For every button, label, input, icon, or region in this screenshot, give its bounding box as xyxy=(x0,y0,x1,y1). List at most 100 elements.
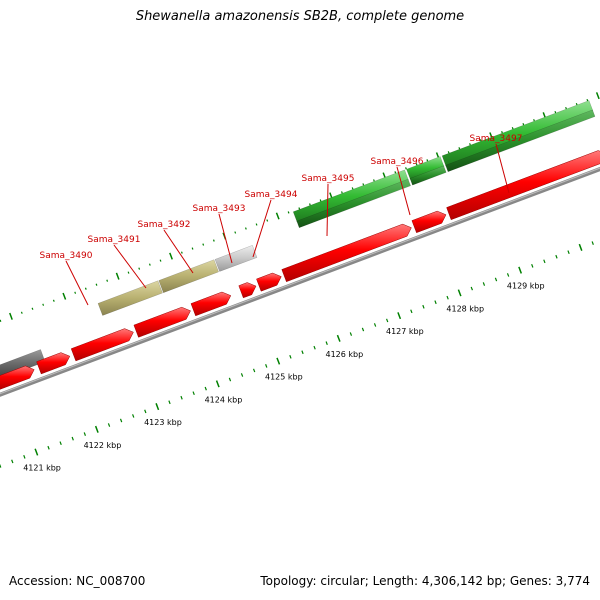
ruler-minor-tick xyxy=(385,318,389,323)
green-feature-bar xyxy=(296,178,411,229)
feature-track xyxy=(0,100,596,379)
ruler-minor-tick xyxy=(228,377,232,382)
gene-leader-line xyxy=(65,260,89,306)
ruler-minor-tick xyxy=(313,345,316,350)
ring-minor-tick xyxy=(159,259,162,262)
ruler-minor-tick xyxy=(482,282,486,286)
ring-minor-tick xyxy=(148,263,151,266)
ruler-major-tick xyxy=(457,289,462,297)
ruler-minor-tick xyxy=(59,441,62,446)
ring-major-tick xyxy=(9,312,13,320)
ring-minor-tick xyxy=(533,119,535,122)
ring-minor-tick xyxy=(42,303,45,306)
ruler-major-tick xyxy=(34,448,39,456)
ruler-minor-tick xyxy=(555,254,558,259)
ring-minor-tick xyxy=(469,143,471,146)
cds-arrow xyxy=(411,210,447,234)
gene-leader-line xyxy=(113,244,147,289)
ring-major-tick xyxy=(595,92,600,100)
ruler-major-tick xyxy=(397,312,402,320)
ring-minor-tick xyxy=(554,110,557,114)
scale-label: 4127 kbp xyxy=(386,327,424,336)
ring-minor-tick xyxy=(212,239,215,242)
cds-arrow xyxy=(446,150,600,221)
gene-label: Sama_3493 xyxy=(193,204,246,214)
ring-major-tick xyxy=(115,272,120,280)
ruler-minor-tick xyxy=(531,263,534,268)
ruler-minor-tick xyxy=(23,455,26,459)
cds-arrow xyxy=(238,282,257,299)
ruler-minor-tick xyxy=(240,373,244,377)
ring-major-tick xyxy=(62,292,67,300)
gene-leader-line xyxy=(326,183,329,237)
green-feature-bar xyxy=(441,100,594,167)
ring-minor-tick xyxy=(84,287,87,290)
scale-label: 4124 kbp xyxy=(205,395,243,404)
gene-label: Sama_3491 xyxy=(88,235,141,245)
olive-feature-bar xyxy=(158,259,219,294)
ruler-minor-tick xyxy=(349,332,353,336)
ring-minor-tick xyxy=(106,279,109,282)
ruler-minor-tick xyxy=(71,436,74,441)
ring-minor-tick xyxy=(319,199,322,202)
ruler-major-tick xyxy=(276,357,281,365)
ruler-minor-tick xyxy=(168,400,171,405)
ring-major-tick xyxy=(275,212,280,220)
ring-minor-tick xyxy=(202,243,205,246)
ring-minor-tick xyxy=(362,183,365,186)
gene-label: Sama_3495 xyxy=(302,174,355,184)
ruler-major-tick xyxy=(94,425,99,433)
ring-minor-tick xyxy=(52,299,55,302)
ring-minor-tick xyxy=(31,307,34,310)
ring-minor-tick xyxy=(575,102,578,106)
ruler-minor-tick xyxy=(434,300,437,305)
ruler-minor-tick xyxy=(252,368,256,373)
ruler-minor-tick xyxy=(410,309,413,314)
ruler-minor-tick xyxy=(506,273,510,277)
ring-minor-tick xyxy=(405,167,407,170)
backbone-highlight xyxy=(0,167,600,395)
ruler-minor-tick xyxy=(567,250,570,255)
ring-minor-tick xyxy=(309,203,311,206)
ring-minor-tick xyxy=(351,187,354,190)
cds-arrow xyxy=(190,291,232,317)
ring-minor-tick xyxy=(127,271,130,274)
ruler-major-tick xyxy=(336,334,341,342)
scale-label: 4121 kbp xyxy=(23,464,61,473)
ring-minor-tick xyxy=(74,291,77,294)
ring-minor-tick xyxy=(373,179,375,182)
gene-leader-line xyxy=(163,229,194,274)
scale-ruler: 4121 kbp 4122 kbp 4123 kbp 4124 kbp 4125 kbp… xyxy=(0,241,594,473)
outer-tick-ring xyxy=(0,92,600,322)
gene-leader-line xyxy=(218,213,233,264)
gene-label: Sama_3492 xyxy=(138,220,191,230)
cds-arrow xyxy=(133,306,191,338)
ring-minor-tick xyxy=(479,139,482,142)
cds-track xyxy=(0,150,600,390)
gene-label: Sama_3497 xyxy=(470,134,523,144)
ruler-minor-tick xyxy=(204,386,207,391)
ring-minor-tick xyxy=(426,159,429,162)
ring-minor-tick xyxy=(0,319,2,322)
gene-label: Sama_3496 xyxy=(371,157,424,167)
ruler-minor-tick xyxy=(301,350,304,355)
ruler-major-tick xyxy=(518,266,523,274)
ruler-minor-tick xyxy=(192,391,195,396)
ring-minor-tick xyxy=(394,171,397,174)
cds-arrow xyxy=(256,272,282,292)
cds-arrow xyxy=(0,365,35,390)
ruler-minor-tick xyxy=(132,414,135,418)
ring-minor-tick xyxy=(341,191,343,194)
ring-minor-tick xyxy=(255,223,258,226)
ring-minor-tick xyxy=(522,123,525,126)
ring-minor-tick xyxy=(234,231,237,234)
scale-label: 4122 kbp xyxy=(84,441,122,450)
ruler-minor-tick xyxy=(83,432,87,436)
ring-minor-tick xyxy=(458,147,461,150)
cds-arrow xyxy=(281,223,412,283)
ring-minor-tick xyxy=(565,106,567,110)
ruler-minor-tick xyxy=(144,409,147,414)
ruler-minor-tick xyxy=(446,295,449,300)
